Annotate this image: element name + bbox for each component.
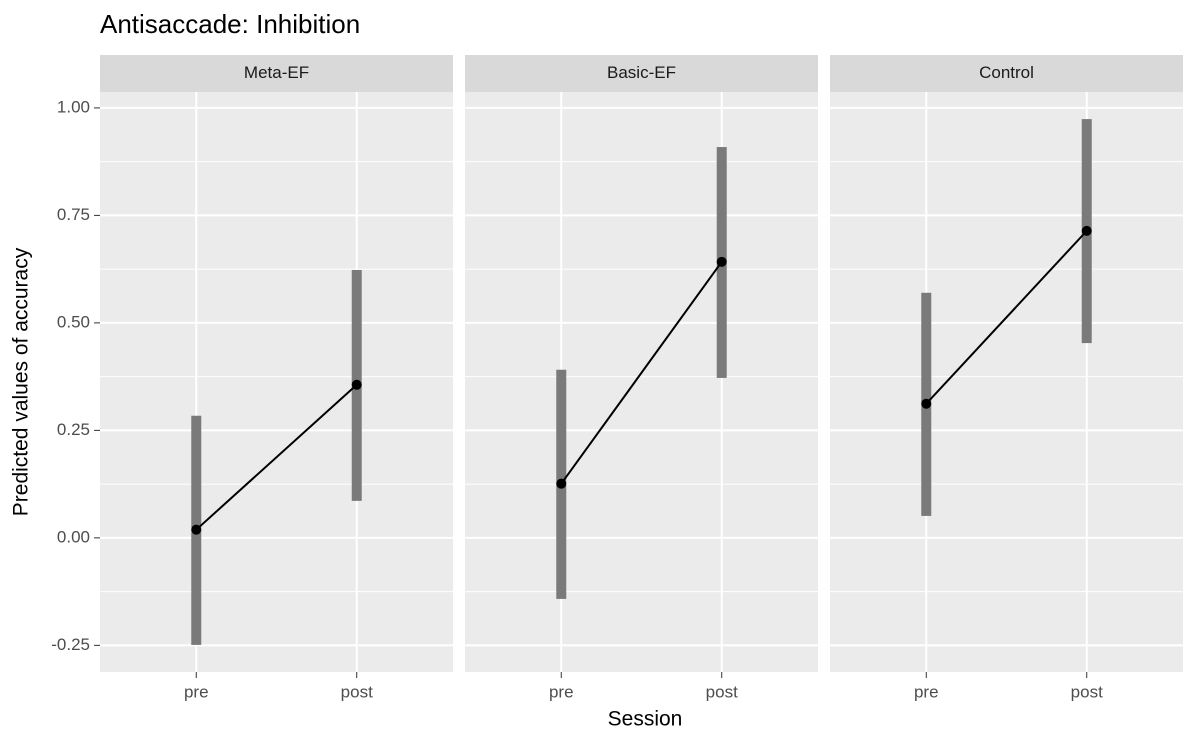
y-tick-label: 0.75 (57, 205, 90, 224)
line (925, 230, 1088, 405)
x-axis-label: Session (608, 708, 683, 731)
point (1081, 225, 1092, 236)
line (560, 261, 723, 485)
y-tick-label: 0.50 (57, 312, 90, 331)
point (716, 256, 727, 267)
strip-label: Basic-EF (607, 63, 676, 82)
line (195, 384, 358, 531)
strip-label: Meta-EF (244, 63, 309, 82)
y-tick-label: 1.00 (57, 97, 90, 116)
panel-background (830, 92, 1183, 672)
panel-background (465, 92, 818, 672)
x-tick-label: pre (914, 682, 939, 701)
y-tick-label: -0.25 (51, 635, 90, 654)
y-tick-label: 0.25 (57, 420, 90, 439)
x-tick-label: pre (549, 682, 574, 701)
x-tick-label: post (706, 682, 738, 701)
strip (100, 55, 453, 92)
strip (830, 55, 1183, 92)
point (556, 478, 567, 489)
point (351, 379, 362, 390)
point (921, 398, 932, 409)
strip (465, 55, 818, 92)
x-tick-label: pre (184, 682, 209, 701)
chart-title: Antisaccade: Inhibition (100, 9, 360, 39)
panel-background (100, 92, 453, 672)
x-tick-label: post (1071, 682, 1103, 701)
x-tick-label: post (341, 682, 373, 701)
y-axis-label: Predicted values of accuracy (10, 247, 33, 516)
point (191, 524, 202, 535)
strip-label: Control (979, 63, 1034, 82)
y-tick-label: 0.00 (57, 527, 90, 546)
